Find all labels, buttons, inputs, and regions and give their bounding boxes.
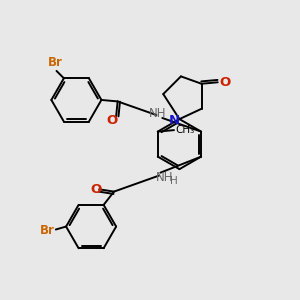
Text: Br: Br bbox=[48, 56, 63, 69]
Text: NH: NH bbox=[149, 107, 166, 120]
Text: O: O bbox=[90, 183, 101, 196]
Text: N: N bbox=[169, 114, 180, 127]
Text: O: O bbox=[106, 114, 117, 127]
Text: H: H bbox=[170, 176, 178, 187]
Text: NH: NH bbox=[156, 171, 174, 184]
Text: CH₃: CH₃ bbox=[176, 125, 195, 135]
Text: Br: Br bbox=[39, 224, 54, 238]
Text: O: O bbox=[220, 76, 231, 89]
